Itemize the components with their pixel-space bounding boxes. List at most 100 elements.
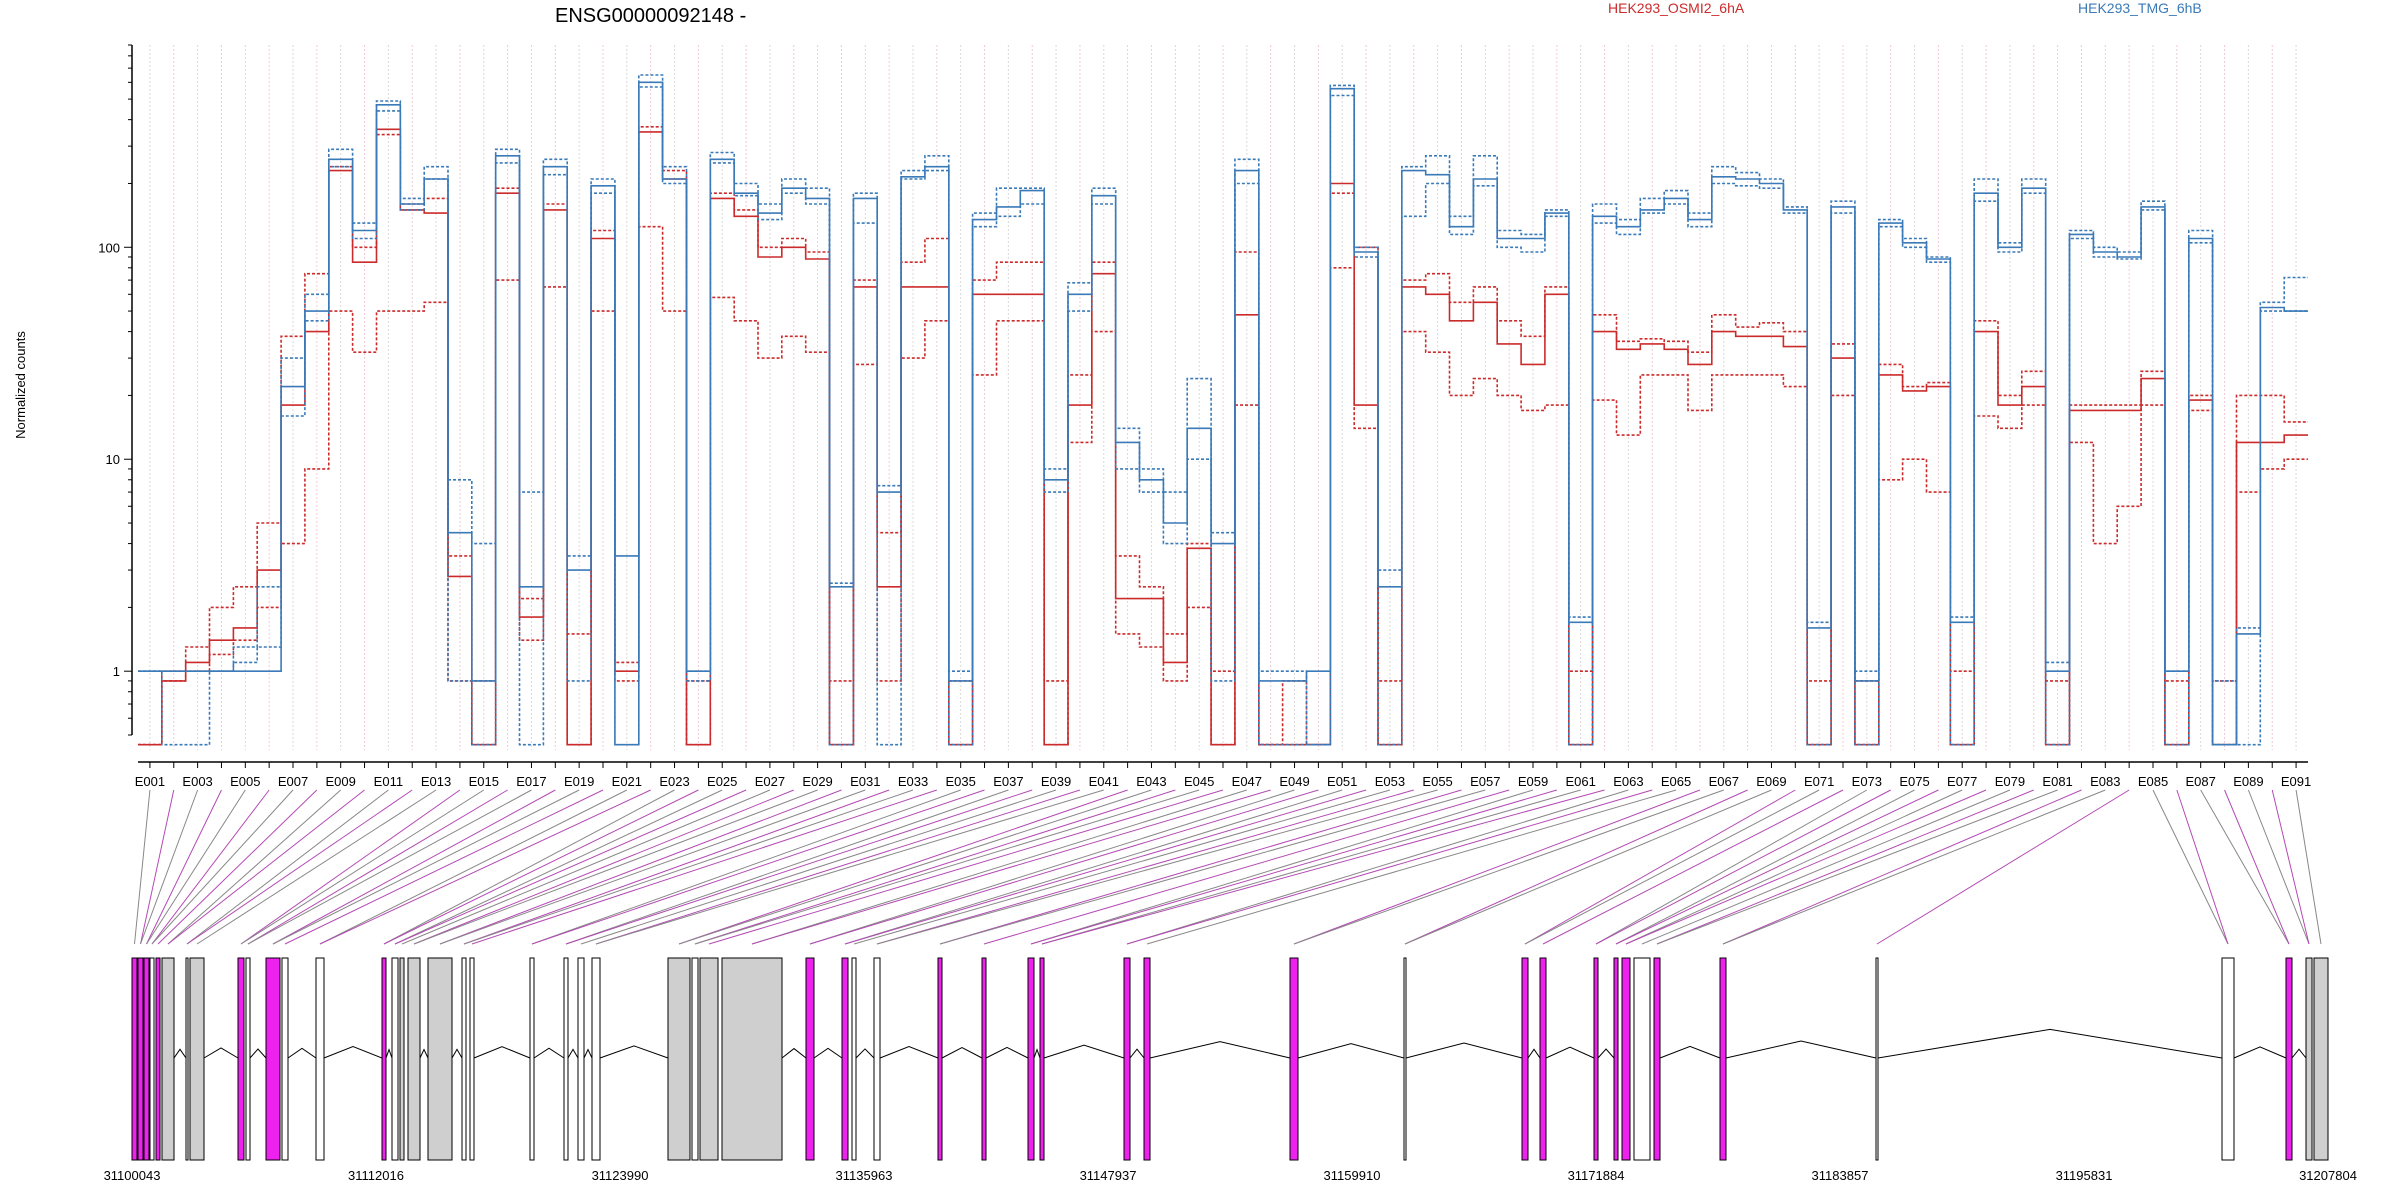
connector-line: [876, 789, 1438, 945]
exon-block: [577, 957, 585, 1161]
connector-line: [2295, 789, 2322, 945]
connector-line: [1876, 789, 2130, 945]
y-tick-label: 1: [113, 664, 120, 679]
x-tick-label: E053: [1375, 774, 1405, 789]
connector-line: [186, 789, 413, 945]
connector-line: [146, 789, 246, 945]
x-tick-label: E015: [469, 774, 499, 789]
connector-line: [394, 789, 723, 945]
x-tick-label: E079: [1995, 774, 2025, 789]
connector-line: [167, 789, 365, 945]
connector-line: [595, 789, 1104, 945]
connector-line: [413, 789, 794, 945]
intron: [1033, 1048, 1041, 1059]
chart-title: ENSG00000092148 -: [555, 5, 746, 27]
x-tick-label: E041: [1089, 774, 1119, 789]
connector-line: [247, 789, 508, 945]
connector-line: [439, 789, 842, 945]
intron: [323, 1045, 383, 1059]
connector-line: [140, 789, 175, 945]
connector-line: [2247, 789, 2310, 945]
connector-line: [1656, 789, 2058, 945]
x-tick-label: E057: [1470, 774, 1500, 789]
connector-line: [939, 789, 1486, 945]
connector-line: [844, 789, 1367, 945]
x-tick-label: E023: [659, 774, 689, 789]
genomic-coordinate-label: 31147937: [1080, 1168, 1137, 1183]
intron: [879, 1045, 939, 1059]
y-axis: 1 10 100: [98, 44, 133, 736]
connector-line: [247, 789, 532, 945]
connector-line: [580, 789, 1057, 945]
connector-line: [151, 789, 270, 945]
genomic-coordinate-label: 31123990: [592, 1168, 649, 1183]
connector-line: [1126, 789, 1629, 945]
x-tick-label: E019: [564, 774, 594, 789]
connector-line: [876, 789, 1414, 945]
intron: [781, 1047, 807, 1059]
genomic-coordinate-label: 31112016: [348, 1168, 404, 1183]
intron: [451, 1048, 463, 1059]
x-tick-label: E089: [2233, 774, 2263, 789]
intron: [533, 1047, 565, 1059]
series-line-5: [138, 86, 2308, 746]
intron: [473, 1046, 531, 1059]
intron: [249, 1048, 267, 1059]
connector-line: [1404, 789, 1748, 945]
intron: [419, 1048, 429, 1059]
exon-block: [1521, 957, 1529, 1161]
connector-line: [413, 789, 818, 945]
intron: [567, 1048, 579, 1059]
connector-line: [1615, 789, 1939, 945]
connector-line: [383, 789, 675, 945]
x-tick-label: E033: [898, 774, 928, 789]
legend-entry-tmg: HEK293_TMG_6hB: [2078, 0, 2202, 16]
exon-block: [131, 957, 138, 1161]
exon-block: [805, 957, 815, 1161]
x-tick-label: E031: [850, 774, 880, 789]
y-axis-label: Normalized counts: [13, 331, 28, 439]
exon-block: [237, 957, 245, 1161]
exon-block: [1875, 957, 1879, 1161]
exon-block: [381, 957, 387, 1161]
connector-line: [2152, 789, 2229, 945]
series-line-1: [138, 126, 2308, 746]
x-tick-label: E043: [1136, 774, 1166, 789]
exon-block: [529, 957, 535, 1161]
connector-line: [983, 789, 1510, 945]
connector-line: [694, 789, 1176, 945]
intron: [855, 1048, 875, 1059]
exon-block: [1289, 957, 1299, 1161]
intron: [941, 1047, 983, 1059]
connector-line: [471, 789, 938, 945]
exon-block: [691, 957, 699, 1161]
legend-entry-osmi: HEK293_OSMI2_6hA: [1608, 0, 1745, 16]
connector-line: [2200, 789, 2290, 945]
x-tick-label: E001: [135, 774, 165, 789]
connector-line: [678, 789, 1152, 945]
x-tick-label: E005: [230, 774, 260, 789]
exon-block: [1719, 957, 1727, 1161]
x-tick-label: E071: [1804, 774, 1834, 789]
genomic-coordinate-label: 31100043: [104, 1168, 161, 1183]
connector-line: [1126, 789, 1653, 945]
exon-block: [721, 957, 783, 1161]
x-tick-label: E059: [1518, 774, 1548, 789]
x-tick-label: E025: [707, 774, 737, 789]
exon-block: [155, 957, 161, 1161]
connector-line: [708, 789, 1224, 945]
x-tick-label: E087: [2186, 774, 2216, 789]
x-tick-label: E091: [2281, 774, 2311, 789]
genomic-coordinate-label: 31207804: [2299, 1168, 2357, 1183]
x-tick-label: E027: [755, 774, 785, 789]
exon-block: [1039, 957, 1045, 1161]
exon-block: [185, 957, 189, 1161]
exon-block: [937, 957, 943, 1161]
connector-line: [1615, 789, 1915, 945]
connector-line: [151, 789, 294, 945]
exon-block: [469, 957, 475, 1161]
exon-block: [461, 957, 467, 1161]
connector-line: [1404, 789, 1772, 945]
genomic-coordinate-label: 31183857: [1812, 1168, 1869, 1183]
